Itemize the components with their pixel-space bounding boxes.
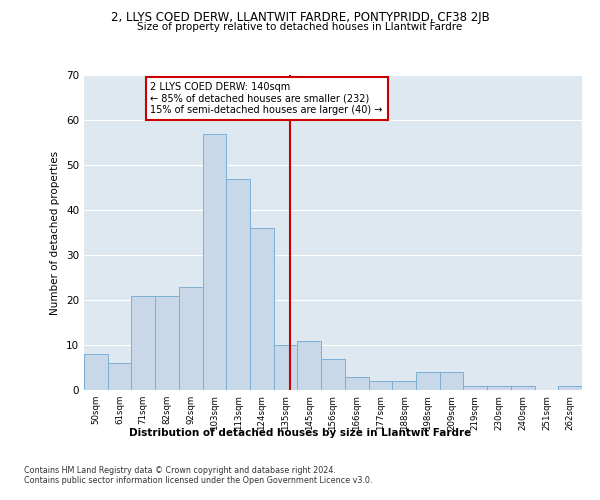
Bar xyxy=(487,386,511,390)
Bar xyxy=(203,134,226,390)
Text: Distribution of detached houses by size in Llantwit Fardre: Distribution of detached houses by size … xyxy=(129,428,471,438)
Text: Contains HM Land Registry data © Crown copyright and database right 2024.: Contains HM Land Registry data © Crown c… xyxy=(24,466,336,475)
Bar xyxy=(463,386,487,390)
Bar xyxy=(392,381,416,390)
Bar xyxy=(298,340,321,390)
Bar xyxy=(345,376,368,390)
Bar xyxy=(226,178,250,390)
Text: Contains public sector information licensed under the Open Government Licence v3: Contains public sector information licen… xyxy=(24,476,373,485)
Bar xyxy=(108,363,131,390)
Bar xyxy=(558,386,582,390)
Bar xyxy=(368,381,392,390)
Bar xyxy=(274,345,298,390)
Bar xyxy=(84,354,108,390)
Text: 2, LLYS COED DERW, LLANTWIT FARDRE, PONTYPRIDD, CF38 2JB: 2, LLYS COED DERW, LLANTWIT FARDRE, PONT… xyxy=(110,11,490,24)
Bar xyxy=(440,372,463,390)
Bar xyxy=(511,386,535,390)
Bar xyxy=(416,372,440,390)
Text: 2 LLYS COED DERW: 140sqm
← 85% of detached houses are smaller (232)
15% of semi-: 2 LLYS COED DERW: 140sqm ← 85% of detach… xyxy=(151,82,383,115)
Bar xyxy=(321,358,345,390)
Text: Size of property relative to detached houses in Llantwit Fardre: Size of property relative to detached ho… xyxy=(137,22,463,32)
Bar xyxy=(155,296,179,390)
Bar xyxy=(131,296,155,390)
Y-axis label: Number of detached properties: Number of detached properties xyxy=(50,150,61,314)
Bar xyxy=(250,228,274,390)
Bar xyxy=(179,286,203,390)
